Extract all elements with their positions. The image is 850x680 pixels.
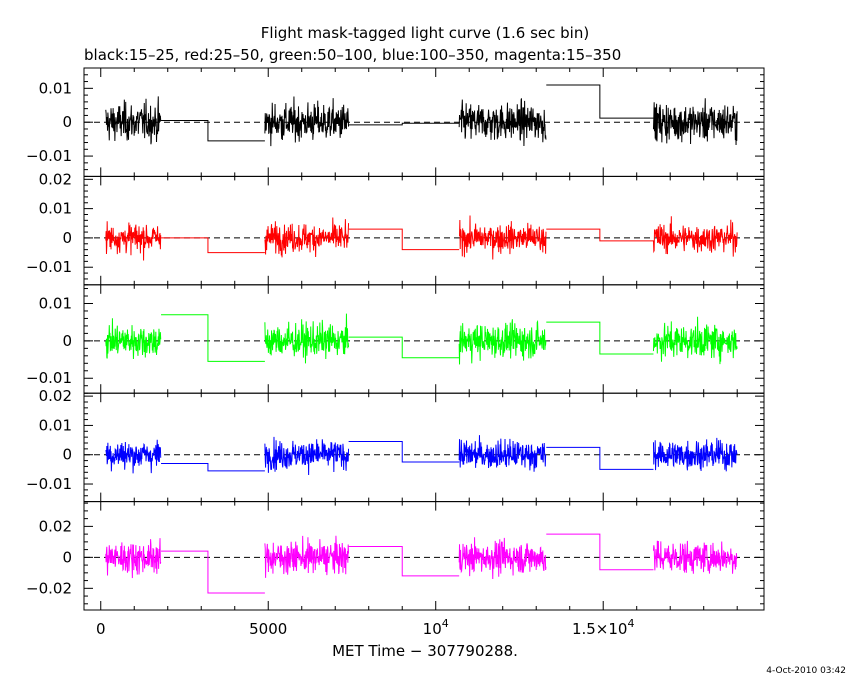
y-tick-label: 0.02 [39,387,72,405]
panel-3: 0.01 0 −0.01 [26,284,765,394]
panel-frame [83,501,765,611]
x-tick-label: 5000 [249,620,287,638]
y-tick-label: 0.02 [39,517,72,535]
trace-segment-3 [458,98,547,147]
trace-segment-4 [652,316,738,365]
y-tick-label: 0.01 [39,416,72,434]
gap-step-line [161,314,654,362]
trace-segment-4 [652,216,738,257]
x-tick-label: 1.5×104 [572,617,635,638]
x-tick-label: 0 [96,620,106,638]
gap-step-line [161,228,654,254]
trace-segment-1 [105,439,162,474]
trace-segment-3 [458,319,547,365]
y-tick-label: 0 [62,446,72,464]
y-tick-label: 0 [62,229,72,247]
y-tick-label: 0 [62,548,72,566]
trace-segment-2 [264,535,350,578]
y-tick-label: 0.01 [39,200,72,218]
trace-segment-1 [105,221,162,261]
y-tick-label: 0.02 [39,170,72,188]
trace-segment-1 [105,318,162,359]
trace-segment-2 [264,313,350,364]
trace-segment-3 [458,215,547,260]
y-tick-label: −0.01 [26,369,72,387]
panel-2: 0.02 0.01 0 −0.01 [26,170,765,286]
x-tick-label: 104 [423,617,449,638]
y-tick-label: −0.01 [26,258,72,276]
gap-step-line [161,84,654,142]
trace-segment-2 [264,217,350,258]
y-tick-label: −0.01 [26,475,72,493]
trace-segment-4 [652,98,738,146]
trace-segment-4 [652,437,738,472]
y-tick-label: −0.02 [26,579,72,597]
trace-segment-3 [458,435,547,472]
y-tick-label: 0.01 [39,294,72,312]
y-tick-label: −0.01 [26,147,72,165]
panel-4: 0.02 0.01 0 −0.01 [26,387,765,503]
trace-segment-2 [264,436,350,475]
panel-frame [83,392,765,503]
timestamp: 4-Oct-2010 03:42 [766,666,846,676]
y-tick-label: 0 [62,113,72,131]
chart-title: Flight mask-tagged light curve (1.6 sec … [261,24,589,42]
panels: 0.010−0.010.020.010−0.010.010−0.010.020.… [26,67,765,611]
gap-step-line [161,533,654,594]
trace-segment-2 [264,96,350,147]
trace-segment-1 [105,538,162,579]
gap-step-line [161,441,654,472]
trace-segment-4 [652,540,738,574]
trace-segment-1 [105,96,162,145]
panel-1: 0.01 0 −0.01 [26,67,765,177]
y-tick-label: 0.01 [39,79,72,97]
x-axis: 0 5000 104 1.5×104 [96,617,634,638]
panel-5: 0.02 0 −0.02 [26,501,765,611]
trace-segment-3 [458,537,547,580]
y-tick-label: 0 [62,332,72,350]
x-axis-label: MET Time − 307790288. [332,642,518,660]
chart-subtitle: black:15–25, red:25–50, green:50–100, bl… [84,46,621,64]
